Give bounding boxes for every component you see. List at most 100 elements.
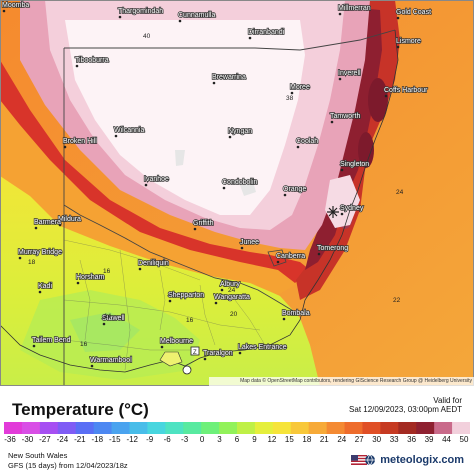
town-marker[interactable]: Canberra <box>275 252 306 264</box>
isoline-labels-layer: 40 38 24 22 20 18 16 14 16 16 24 <box>28 33 404 348</box>
town-marker[interactable]: Junee <box>239 238 260 250</box>
colorbar-segment <box>39 422 59 434</box>
town-marker[interactable]: Deniliquin <box>137 259 170 271</box>
town-label: Kadi <box>38 283 52 290</box>
valid-time: Sat 12/09/2023, 03:00pm AEDT <box>349 405 462 414</box>
town-dot <box>76 281 80 285</box>
town-dot <box>396 16 400 20</box>
colorbar-tick-label: -21 <box>74 435 86 444</box>
town-marker[interactable]: Kadi <box>37 282 53 294</box>
town-marker[interactable]: Bombala <box>281 309 311 321</box>
town-marker[interactable]: Condobolin <box>221 178 258 190</box>
colorbar-ticks: -36 -30 -27 -24 -21 -18 -15 -12 -9 -6 -3 0 3 6 9 12 15 18… <box>0 435 474 447</box>
map-attribution[interactable]: Map data © OpenStreetMap contributors, r… <box>209 377 474 386</box>
globe-icon <box>365 454 376 466</box>
town-marker[interactable]: Millmerran <box>337 4 372 16</box>
town-marker[interactable]: Tibooburra <box>74 56 109 68</box>
colorbar-tick-label: -15 <box>108 435 121 444</box>
town-marker[interactable]: Orange <box>282 185 307 197</box>
colorbar-tick-label: -3 <box>181 435 189 444</box>
station-icon: Z <box>190 346 200 356</box>
town-marker[interactable]: Griffith <box>192 219 214 231</box>
town-label: Brewarrina <box>212 74 246 81</box>
town-label: Singleton <box>340 161 369 168</box>
town-dot <box>168 299 172 303</box>
town-marker[interactable]: Barmera <box>33 218 62 230</box>
town-marker[interactable]: Tomerong <box>316 244 349 256</box>
town-marker[interactable]: Albury <box>219 280 241 292</box>
temperature-map[interactable]: Z Moomba Thargomindah Cunnamulla Millmerran… <box>0 0 474 386</box>
us-flag-icon[interactable] <box>351 455 367 465</box>
colorbar-segment <box>147 422 166 434</box>
brand-logo[interactable]: meteologix.com <box>364 454 464 466</box>
hot-zone-red <box>0 60 310 283</box>
town-marker[interactable]: Traralgon <box>202 349 234 361</box>
town-marker[interactable]: Warrnambool <box>89 356 133 368</box>
town-label: Griffith <box>193 220 214 227</box>
town-label: Nyngan <box>228 128 252 135</box>
station-icon <box>182 365 192 375</box>
state-border <box>64 29 396 51</box>
colorbar-tick-label: 18 <box>302 435 312 444</box>
colorbar-tick-label: 6 <box>234 435 240 444</box>
town-label: Barmera <box>34 219 61 226</box>
town-marker[interactable]: Singleton <box>339 160 370 172</box>
cool-zone-highlands <box>70 312 140 352</box>
town-marker[interactable]: Coolah <box>295 137 319 149</box>
town-marker[interactable]: Tamworth <box>329 112 361 124</box>
town-marker[interactable]: Sydney <box>339 204 365 216</box>
town-marker[interactable]: Moomba <box>1 1 30 13</box>
isoline-value-label: 38 <box>286 95 294 102</box>
town-marker[interactable]: Lakes Entrance <box>237 343 288 355</box>
town-marker[interactable]: Dirranbandi <box>247 28 285 40</box>
towns-layer: Moomba Thargomindah Cunnamulla Millmerran Go… <box>1 1 432 368</box>
colorbar-tick-label: -9 <box>146 435 154 444</box>
town-marker[interactable]: Broken Hill <box>62 137 98 149</box>
town-marker[interactable]: Coffs Harbour <box>383 86 429 98</box>
town-marker[interactable]: Wilcannia <box>113 126 145 138</box>
town-marker[interactable]: Tailem Bend <box>31 336 71 348</box>
state-border <box>63 204 296 313</box>
colorbar-tick-label: -6 <box>163 435 171 444</box>
isoline-value-label: 18 <box>28 259 36 266</box>
coastal-hotspot <box>368 78 388 122</box>
town-marker[interactable]: Gold Coast <box>395 8 432 20</box>
town-marker[interactable]: Horsham <box>75 273 105 285</box>
colorbar-tick-label: 9 <box>252 435 257 444</box>
town-marker[interactable]: Moree <box>289 83 311 95</box>
colorbar-segment <box>129 422 148 434</box>
town-dot <box>212 81 216 85</box>
town-label: Condobolin <box>222 179 258 186</box>
town-marker[interactable]: Murray Bridge <box>17 248 63 260</box>
town-label: Dirranbandi <box>248 29 285 36</box>
town-marker[interactable]: Thargomindah <box>117 7 164 19</box>
town-marker[interactable]: Inverell <box>337 69 362 81</box>
extreme-zone-core <box>65 20 305 215</box>
isoline-value-label: 24 <box>396 189 404 196</box>
town-label: Tomerong <box>317 245 348 252</box>
town-label: Moree <box>290 84 310 91</box>
town-marker[interactable]: Wangaratta <box>213 293 251 305</box>
town-dot <box>248 36 252 40</box>
isoline-value-label: 20 <box>230 311 238 318</box>
town-dot <box>58 223 62 227</box>
town-marker[interactable]: Shepparton <box>167 291 205 303</box>
town-label: Gold Coast <box>396 9 431 16</box>
town-dot <box>32 344 36 348</box>
colorbar-tick-label: 12 <box>267 435 277 444</box>
town-dot <box>396 45 400 49</box>
town-marker[interactable]: Melbourne <box>159 337 194 349</box>
colorbar-tick-label: -36 <box>4 435 16 444</box>
region-name: New South Wales <box>8 451 68 460</box>
town-label: Moomba <box>2 2 29 9</box>
town-marker[interactable]: Stawell <box>101 314 126 326</box>
town-marker[interactable]: Nyngan <box>227 127 253 139</box>
town-marker[interactable]: Ivanhoe <box>143 175 170 187</box>
town-dot <box>118 15 122 19</box>
town-marker[interactable]: Mildura <box>57 215 82 227</box>
town-marker[interactable]: Lismore <box>395 37 422 49</box>
town-marker[interactable]: Brewarrina <box>211 73 247 85</box>
town-marker[interactable]: Cunnamulla <box>177 11 216 23</box>
town-label: Coffs Harbour <box>384 87 428 94</box>
town-dot <box>34 226 38 230</box>
